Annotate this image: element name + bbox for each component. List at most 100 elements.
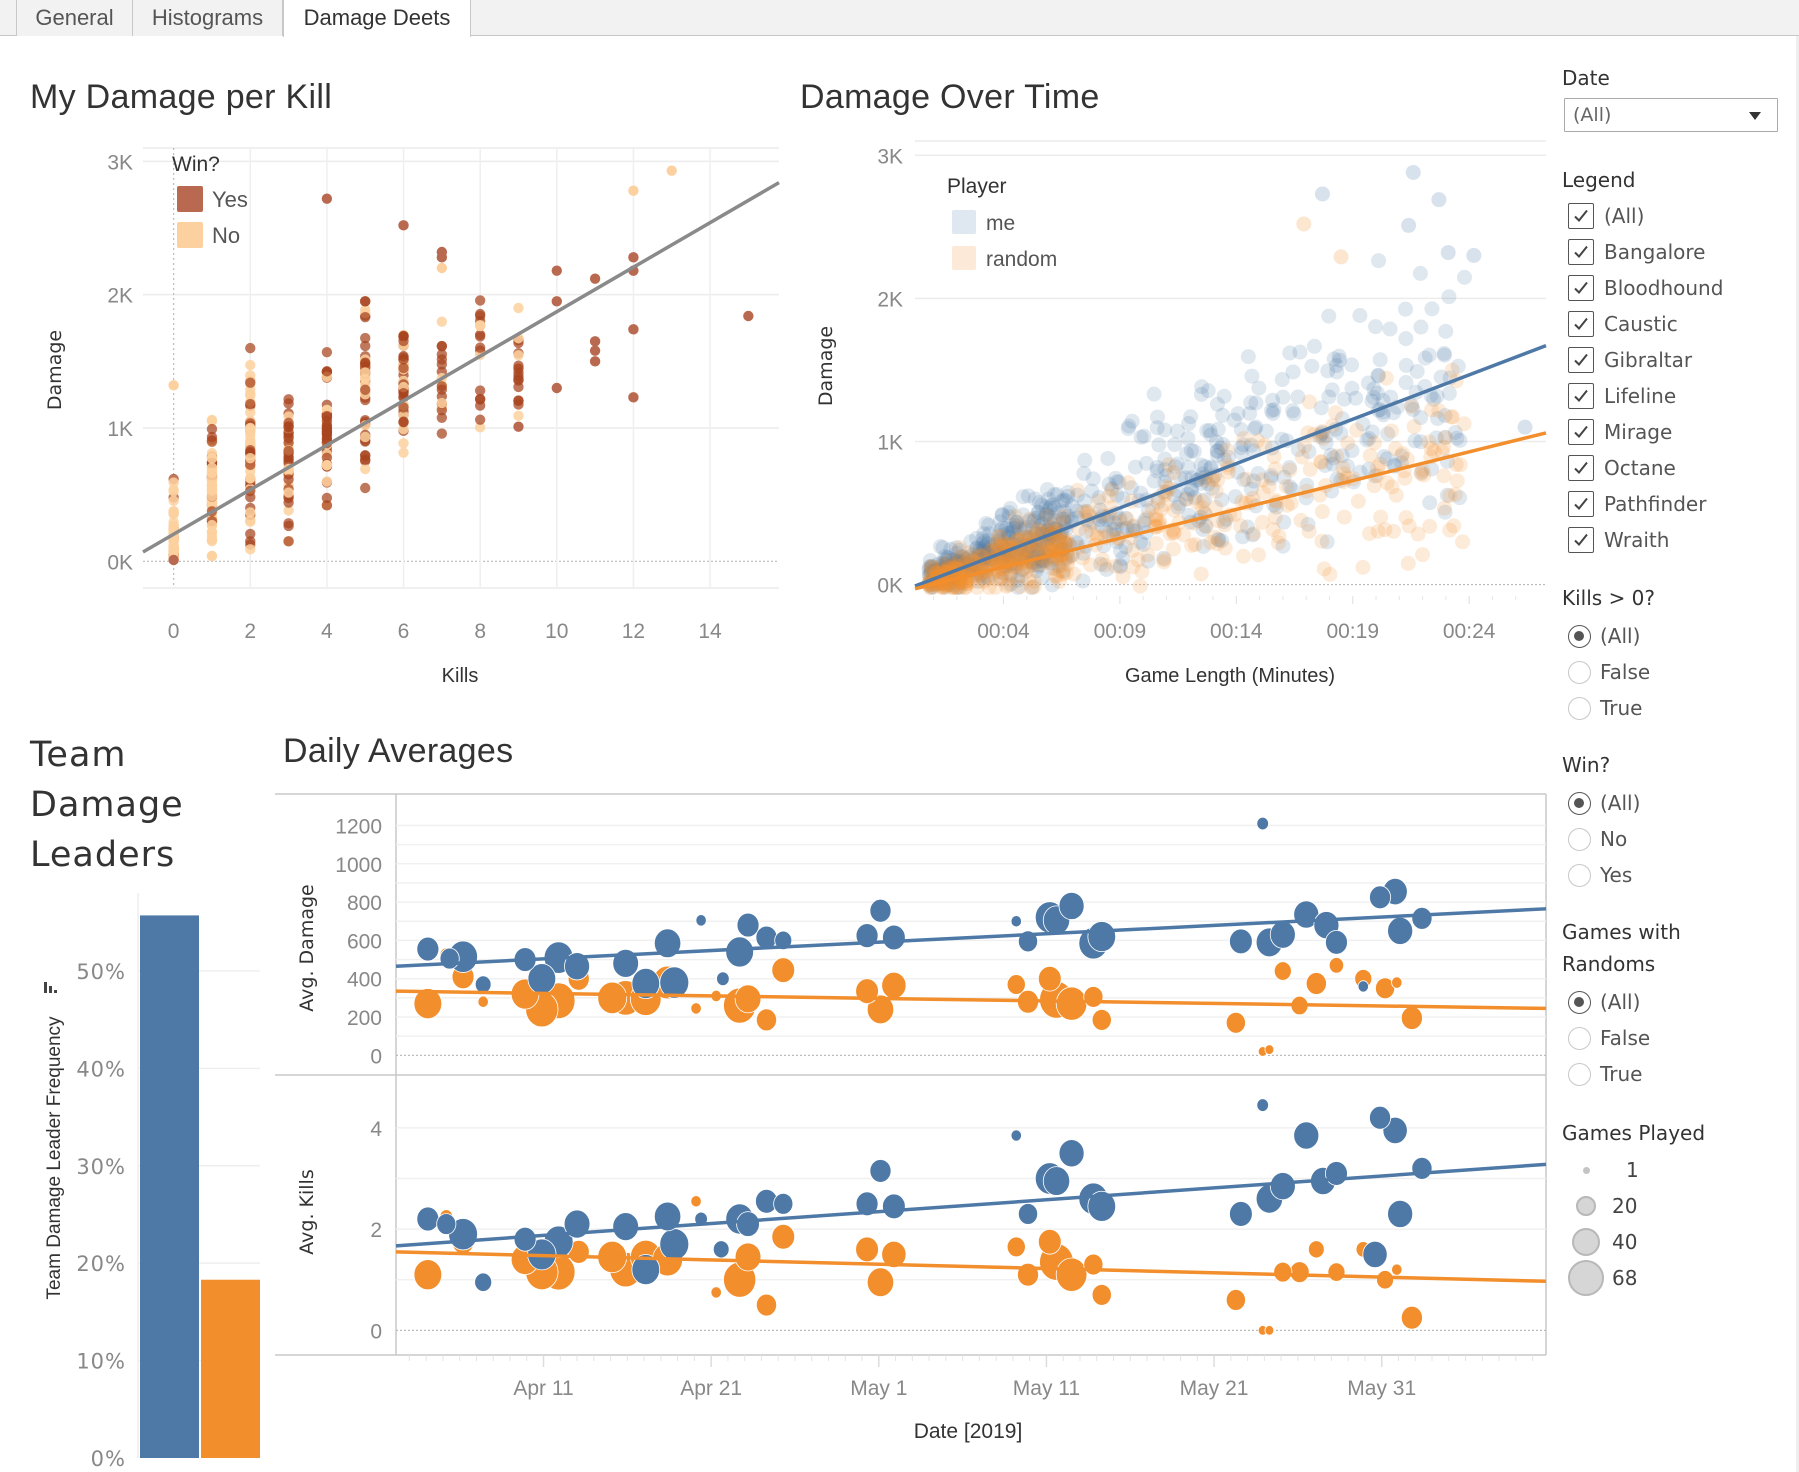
- me-point[interactable]: [1020, 488, 1036, 504]
- random-point[interactable]: [1250, 547, 1266, 563]
- me-point[interactable]: [1375, 392, 1391, 408]
- data-point[interactable]: [168, 546, 179, 557]
- radio-icon[interactable]: [1568, 827, 1591, 851]
- me-point[interactable]: [1100, 450, 1116, 466]
- me-point[interactable]: [1240, 349, 1256, 365]
- me-point[interactable]: [1060, 508, 1076, 524]
- random-point[interactable]: [1045, 518, 1061, 534]
- data-point[interactable]: [321, 366, 333, 377]
- random-point[interactable]: [1058, 565, 1074, 581]
- data-point[interactable]: [436, 316, 448, 327]
- random-point[interactable]: [1257, 437, 1273, 453]
- date-filter-dropdown[interactable]: (All): [1564, 98, 1778, 132]
- me-point[interactable]: [1449, 430, 1465, 446]
- random-point[interactable]: [1040, 535, 1056, 551]
- me-point[interactable]: [1266, 402, 1282, 418]
- me-point[interactable]: [1017, 521, 1033, 537]
- me-point[interactable]: [1056, 492, 1072, 508]
- me-point[interactable]: [1195, 521, 1211, 537]
- me-point[interactable]: [1098, 523, 1114, 539]
- legend-option-mirage[interactable]: Mirage: [1568, 416, 1672, 448]
- random-point[interactable]: [1254, 514, 1270, 530]
- me-point[interactable]: [1248, 419, 1264, 435]
- random-daily-point[interactable]: [771, 1223, 796, 1250]
- random-point[interactable]: [976, 574, 992, 590]
- random-point[interactable]: [923, 559, 939, 575]
- random-point[interactable]: [1209, 536, 1225, 552]
- me-point[interactable]: [1006, 517, 1022, 533]
- random-point[interactable]: [1153, 501, 1169, 517]
- me-daily-point[interactable]: [736, 1211, 760, 1237]
- random-point[interactable]: [957, 579, 973, 595]
- me-daily-point[interactable]: [439, 947, 460, 970]
- me-point[interactable]: [1517, 419, 1533, 435]
- random-daily-point[interactable]: [597, 981, 628, 1015]
- random-daily-point[interactable]: [1091, 1009, 1112, 1031]
- me-point[interactable]: [1405, 164, 1421, 180]
- random-point[interactable]: [969, 579, 985, 595]
- me-point[interactable]: [1383, 389, 1399, 405]
- random-point[interactable]: [1279, 497, 1295, 513]
- me-point[interactable]: [1183, 481, 1199, 497]
- me-point[interactable]: [1056, 511, 1072, 527]
- random-point[interactable]: [1030, 521, 1046, 537]
- me-point[interactable]: [1364, 393, 1380, 409]
- me-point[interactable]: [1046, 500, 1062, 516]
- me-point[interactable]: [1060, 488, 1076, 504]
- me-point[interactable]: [1426, 391, 1442, 407]
- me-daily-point[interactable]: [1256, 816, 1269, 831]
- me-point[interactable]: [1386, 405, 1402, 421]
- random-point[interactable]: [1045, 535, 1061, 551]
- me-point[interactable]: [1056, 504, 1072, 520]
- me-point[interactable]: [971, 546, 987, 562]
- random-point[interactable]: [1377, 522, 1393, 538]
- me-daily-point[interactable]: [1010, 1129, 1022, 1142]
- me-point[interactable]: [1336, 391, 1352, 407]
- me-point[interactable]: [1209, 396, 1225, 412]
- me-point[interactable]: [993, 536, 1009, 552]
- data-point[interactable]: [245, 407, 256, 418]
- win-legend[interactable]: Win? Yes No: [172, 153, 248, 248]
- random-point[interactable]: [1397, 470, 1413, 486]
- me-point[interactable]: [1157, 461, 1173, 477]
- random-point[interactable]: [1316, 561, 1332, 577]
- me-point[interactable]: [1039, 506, 1055, 522]
- me-point[interactable]: [949, 579, 965, 595]
- me-point[interactable]: [1042, 500, 1058, 516]
- data-point[interactable]: [283, 487, 294, 498]
- me-daily-point[interactable]: [513, 1226, 537, 1252]
- me-point[interactable]: [1156, 550, 1172, 566]
- data-point[interactable]: [245, 359, 256, 371]
- random-point[interactable]: [1378, 370, 1394, 386]
- random-point[interactable]: [988, 535, 1004, 551]
- random-point[interactable]: [1313, 454, 1329, 470]
- me-point[interactable]: [955, 549, 971, 565]
- random-point[interactable]: [1313, 454, 1329, 470]
- random-point[interactable]: [1007, 508, 1023, 524]
- legend-option-lifeline[interactable]: Lifeline: [1568, 380, 1676, 412]
- damage-per-kill-chart[interactable]: 0K 1K 2K 3K 0 2 4 6 8 10 12 14 Damage Kills Win? Ye…: [44, 147, 780, 687]
- me-point[interactable]: [993, 571, 1009, 587]
- me-point[interactable]: [1038, 499, 1054, 515]
- tab-general[interactable]: General: [16, 0, 133, 36]
- me-point[interactable]: [982, 526, 998, 542]
- random-point[interactable]: [1431, 403, 1447, 419]
- me-point[interactable]: [969, 540, 985, 556]
- data-point[interactable]: [283, 433, 294, 444]
- data-point[interactable]: [474, 385, 486, 396]
- random-point[interactable]: [1058, 535, 1074, 551]
- me-point[interactable]: [994, 507, 1010, 523]
- data-point[interactable]: [360, 332, 371, 344]
- data-point[interactable]: [398, 350, 409, 362]
- me-point[interactable]: [1318, 435, 1334, 451]
- player-legend[interactable]: Player me random: [947, 175, 1057, 271]
- me-point[interactable]: [1179, 446, 1195, 462]
- radio-icon[interactable]: [1568, 1026, 1591, 1050]
- random-daily-point[interactable]: [1225, 1289, 1246, 1311]
- me-point[interactable]: [1051, 558, 1067, 574]
- random-point[interactable]: [988, 571, 1004, 587]
- me-point[interactable]: [976, 539, 992, 555]
- me-daily-point[interactable]: [1411, 906, 1433, 930]
- me-point[interactable]: [936, 557, 952, 573]
- random-point[interactable]: [1176, 527, 1192, 543]
